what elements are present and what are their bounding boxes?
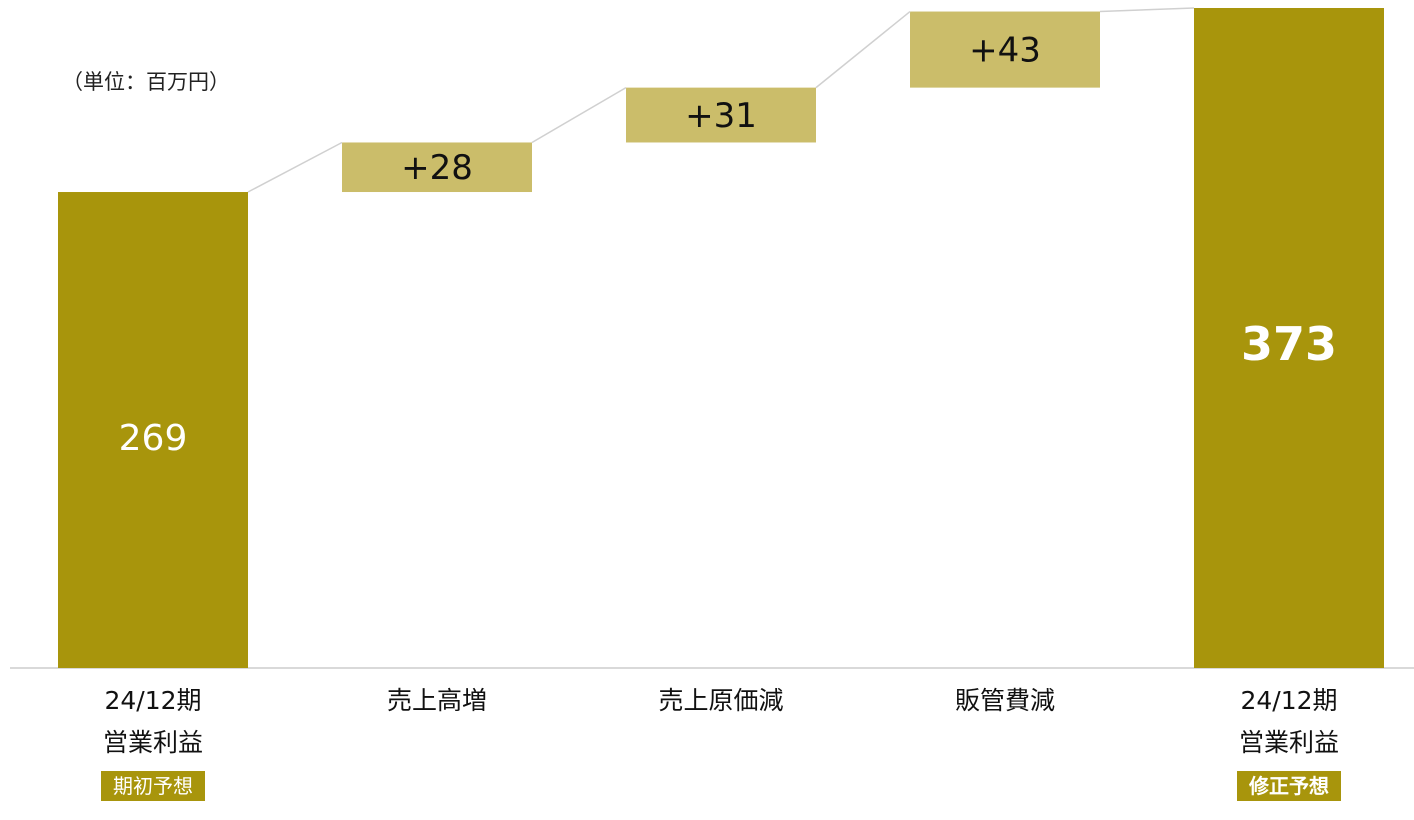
category-label-4: 24/12期 営業利益修正予想 xyxy=(1169,680,1409,806)
bar-4 xyxy=(1194,8,1384,668)
bar-3 xyxy=(910,11,1100,88)
connector-line-1 xyxy=(531,86,627,144)
category-label-3: 販管費減 xyxy=(885,680,1125,722)
category-line: 営業利益 xyxy=(1238,728,1339,757)
connector-line-3 xyxy=(1099,7,1195,13)
bar-0 xyxy=(58,192,248,668)
category-line: 売上原価減 xyxy=(658,686,784,715)
category-line: 売上高増 xyxy=(386,686,487,715)
value-label-2: +31 xyxy=(685,96,757,136)
category-label-1: 売上高増 xyxy=(317,680,557,722)
bar-1 xyxy=(342,142,532,193)
category-label-0: 24/12期 営業利益期初予想 xyxy=(33,680,273,806)
category-line: 24/12期 xyxy=(104,686,202,715)
category-line: 販管費減 xyxy=(954,686,1055,715)
category-label-2: 売上原価減 xyxy=(601,680,841,722)
scenario-badge-4: 修正予想 xyxy=(1237,771,1341,801)
category-line: 24/12期 xyxy=(1240,686,1338,715)
bar-2 xyxy=(626,87,816,143)
connector-line-2 xyxy=(815,10,911,89)
value-label-0: 269 xyxy=(119,418,188,459)
value-label-1: +28 xyxy=(401,148,473,188)
value-label-3: +43 xyxy=(969,31,1041,71)
unit-label: （単位：百万円） xyxy=(62,70,230,94)
scenario-badge-0: 期初予想 xyxy=(101,771,205,801)
value-label-4: 373 xyxy=(1241,317,1337,371)
category-line: 営業利益 xyxy=(102,728,203,757)
connector-line-0 xyxy=(247,141,343,193)
